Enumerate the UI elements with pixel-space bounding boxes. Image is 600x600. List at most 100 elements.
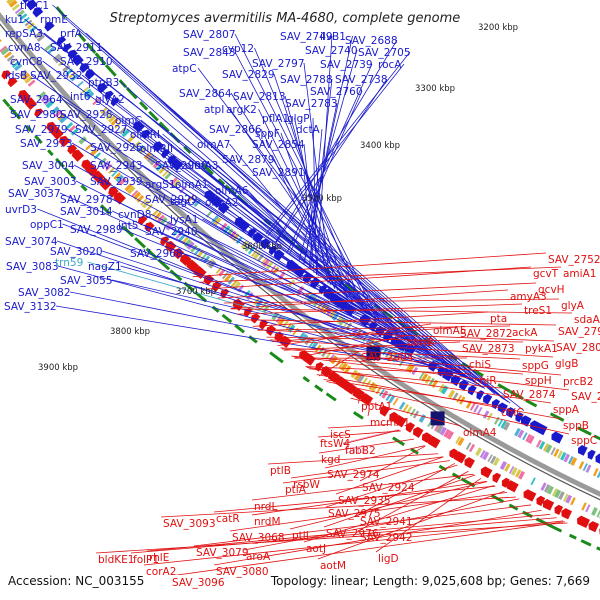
rna-marker-band-inner-segment [497,383,511,393]
leader-line-glya [223,298,560,304]
forward-cog-band-segment [418,371,425,380]
leader-line-sav_2829 [273,73,349,299]
reverse-cog-band-segment [435,424,444,434]
forward-cog-band-segment [102,109,111,118]
forward-cog-band-segment [542,443,549,452]
reverse-gene-band-segment [542,499,555,511]
rna-marker-band-outer-segment [410,447,419,455]
reverse-cog-band-segment [340,362,348,372]
forward-cog-band-segment [36,34,45,42]
gene-label-prcb2: prcB2 [563,376,593,388]
leader-line-atpi [229,108,372,316]
reverse-gene-band-segment [321,366,333,378]
forward-cog-band-segment [92,98,100,106]
reverse-cog-band-segment [540,482,547,491]
rna-marker-band-outer-segment [234,323,245,334]
reverse-cog-band-segment [554,489,562,499]
reverse-gene-band-segment [92,170,105,184]
reverse-cog-band-segment [563,493,569,502]
gene-label-cyp12: cyp12 [222,43,254,55]
forward-cog-band-segment [560,451,567,461]
forward-gene-band-segment [535,423,548,436]
rna-marker-band-outer-segment [580,539,592,547]
forward-cog-band-segment [421,373,429,382]
accession-label: Accession: NC_003155 [8,574,144,588]
leader-line-mcma1 [367,410,370,417]
rna-marker-band-outer-segment [47,149,54,157]
forward-cog-band-segment [582,463,588,472]
rna-marker-band-outer-segment [8,105,22,120]
forward-cog-band-segment [100,106,108,115]
forward-cog-band-segment [553,448,560,457]
rna-marker-band-inner-segment [125,87,138,100]
reverse-cog-band-segment [131,189,139,198]
forward-cog-band-segment [110,117,119,126]
rna-marker-band-outer-segment [194,290,208,303]
rna-marker-band-inner-segment [593,434,600,441]
reverse-gene-band-segment [506,480,519,493]
gene-label-sav_3079: SAV_3079 [196,547,249,559]
leader-line-sav_2813 [284,95,338,291]
leader-line-sav_2989 [121,228,424,351]
kbp-tick-labels: 3200 kbp 3300 kbp 3400 kbp 3500 kbp 3600 kbp… [38,23,518,373]
reverse-cog-band-segment [381,390,389,399]
reverse-cog-band-segment [200,253,208,261]
reverse-cog-band-segment [208,260,217,269]
rna-marker-band-outer-segment [2,98,11,108]
reverse-cog-band-segment [530,477,536,486]
gene-label-olma2: olmA2 [205,197,238,209]
reverse-cog-band-segment [482,451,490,461]
reverse-cog-band-segment [233,281,242,290]
reverse-gene-band-segment [328,370,341,384]
gene-label-sav_2813: SAV_2813 [233,91,286,103]
reverse-cog-band-segment [492,457,500,467]
gene-label-sav_2879: SAV_2879 [222,154,275,166]
leader-line-cvna8 [40,46,509,403]
reverse-cog-band-segment [178,233,186,242]
gene-label-sav_3083: SAV_3083 [6,261,59,273]
rna-marker-band-inner-segment [94,52,107,66]
gene-label-uvrd3: uvrD3 [5,204,37,216]
leader-line-tres1 [237,303,523,315]
forward-cog-band-segment [517,429,525,439]
forward-cog-band-segment [331,312,340,321]
leader-line-spph [291,355,524,375]
kbp-tick-5: 3600 kbp [242,242,282,252]
leader-line-sav_3082 [69,291,449,367]
forward-cog-band-segment [270,264,277,273]
leader-line-sav_2854 [303,143,319,277]
leader-line-sav_2783 [303,102,338,265]
forward-cog-band-segment [6,0,15,5]
gene-label-sav_2874: SAV_2874 [503,389,556,401]
main-ring-edge [0,23,600,501]
gene-label-bldke1: bldKE1 [98,554,134,566]
rna-marker-band-outer-segment [314,384,324,393]
gene-label-fabb2: fabB2 [345,445,376,457]
reverse-gene-band-segment [7,77,18,88]
reverse-cog-band-segment [124,183,133,192]
reverse-cog-band-segment [479,450,486,459]
rna-marker-band-inner-segment [104,64,117,77]
gene-label-prfa: prfA [60,28,83,40]
forward-cog-band-segment [272,266,280,275]
gene-label-ptli: ptlI [292,530,309,542]
gene-label-ku1: ku1 [5,14,24,26]
reverse-cog-band-segment [468,443,476,453]
forward-cog-band-segment [469,402,476,411]
leader-line-amia1 [199,266,562,283]
forward-cog-band-segment [447,389,456,399]
forward-cog-band-segment [538,441,546,450]
gene-label-argk2: argK2 [226,104,257,116]
leader-line-oppc1 [62,223,465,377]
reverse-gene-band-segment [259,319,269,330]
leader-line-sav_2799 [244,319,557,326]
reverse-cog-band-segment [43,97,52,106]
reverse-cog-band-segment [113,172,121,180]
leader-line-olma4 [350,397,462,427]
gene-label-sav_2939: SAV_2939 [90,176,143,188]
rna-marker-band-outer-segment [490,494,504,504]
gene-label-glya2: glyA2 [95,94,125,106]
reverse-cog-band-segment [111,170,119,177]
forward-cog-band-segment [143,151,153,161]
forward-gene-band-segment [515,412,524,423]
